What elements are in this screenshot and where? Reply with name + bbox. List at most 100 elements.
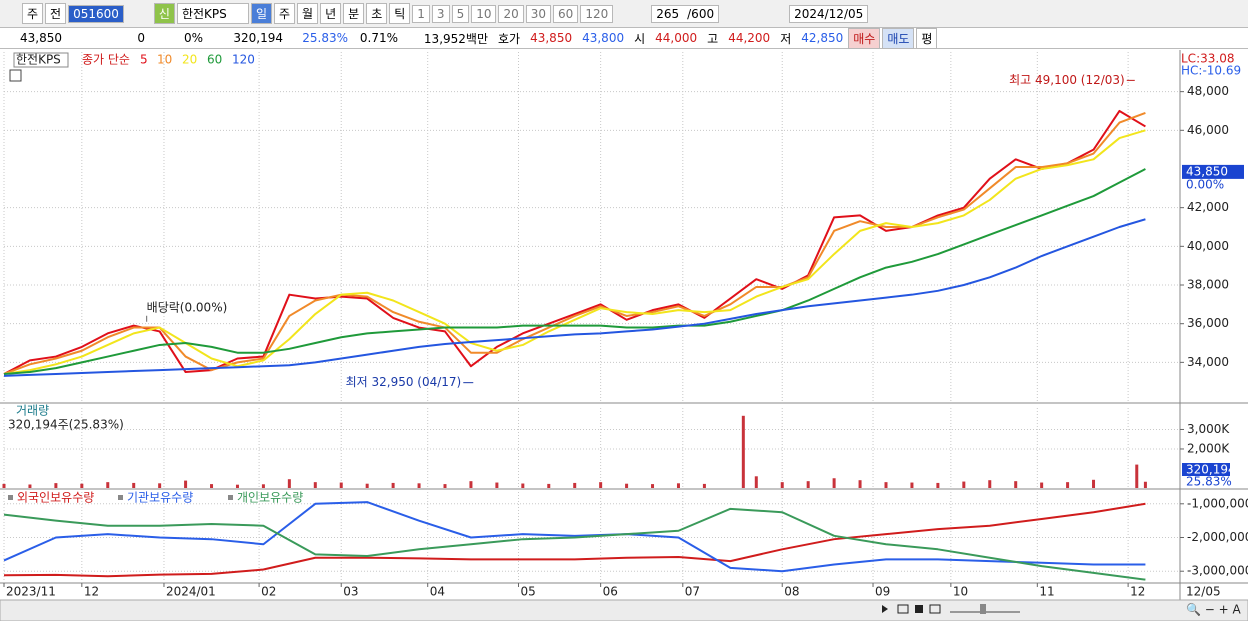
volume-bar: [210, 484, 214, 488]
period-button[interactable]: 월: [297, 3, 319, 24]
legend-entry: 60: [207, 53, 222, 67]
toolbar: 주 전 051600 신 한전KPS 일 주 월 년 분 초 틱 1 3 5 10 20 30 60 120 265/6…: [0, 0, 1248, 28]
y-tick-label: -3,000,000: [1187, 564, 1248, 578]
interval-button[interactable]: 30: [525, 4, 552, 23]
zoom-icon[interactable]: 🔍 − + A: [1186, 602, 1241, 617]
series-line: [3, 129, 1146, 375]
legend-swatch: [228, 495, 233, 500]
bar-count[interactable]: 265: [651, 4, 684, 23]
volume-bar: [521, 483, 525, 488]
volume-bar: [573, 482, 577, 488]
legend-swatch: [8, 495, 13, 500]
annotation: 최고 49,100 (12/03): [1009, 73, 1125, 87]
x-tick-label: 09: [875, 585, 890, 599]
quote-change: 0: [137, 31, 145, 45]
last-value-box: [1182, 164, 1244, 179]
interval-button[interactable]: 20: [498, 4, 524, 23]
volume-bar: [184, 480, 188, 488]
volume-bar: [1135, 464, 1139, 488]
quote-ask: 43,850: [530, 31, 573, 45]
interval-button[interactable]: 10: [471, 4, 497, 23]
y-tick-label: 34,000: [1187, 355, 1229, 369]
volume-bar: [339, 482, 343, 488]
quote-low: 42,850: [801, 31, 844, 45]
series-line: [3, 168, 1146, 375]
period-button[interactable]: 틱: [389, 3, 411, 24]
volume-bar: [2, 483, 6, 488]
quote-open-label: 시: [634, 31, 646, 46]
icon[interactable]: [882, 605, 888, 613]
volume-bar: [780, 482, 784, 488]
volume-bar: [884, 482, 888, 488]
quote-high-label: 고: [707, 31, 719, 46]
icon[interactable]: [929, 604, 941, 614]
quote-low-label: 저: [780, 31, 792, 46]
date-input[interactable]: 2024/12/05: [789, 4, 869, 23]
volume-bar: [1066, 482, 1070, 488]
volume-bar: [547, 483, 551, 488]
volume-bar: [417, 483, 421, 488]
legend-entry: 20: [182, 53, 197, 67]
y-tick-label: 46,000: [1187, 123, 1229, 137]
stock-name[interactable]: 한전KPS: [176, 3, 249, 24]
y-tick-label: 48,000: [1187, 84, 1229, 98]
x-tick-label: 06: [603, 585, 618, 599]
interval-button[interactable]: 3: [431, 4, 450, 23]
legend-entry: 기관보유수량: [127, 491, 193, 505]
slider-thumb[interactable]: [980, 604, 986, 614]
legend-entry: 외국인보유수량: [17, 491, 94, 505]
period-button[interactable]: 일: [250, 3, 272, 24]
mode-select[interactable]: 전: [45, 3, 67, 24]
interval-button[interactable]: 120: [580, 4, 614, 23]
period-button[interactable]: 년: [320, 3, 342, 24]
grid-icon[interactable]: [9, 69, 22, 82]
period-button[interactable]: 주: [274, 3, 296, 24]
quote-bar: 43,850 0 0% 320,194 25.83% 0.71% 13,952백만 호가 43,…: [0, 27, 1248, 49]
volume-bar: [158, 483, 162, 488]
icon[interactable]: [915, 605, 923, 613]
period-button[interactable]: 초: [366, 3, 388, 24]
last-change-label: 0.00%: [1186, 177, 1224, 191]
volume-bar: [1092, 479, 1096, 488]
volume-bar: [132, 482, 136, 488]
volume-bar: [754, 476, 758, 488]
annotation: 최저 32,950 (04/17): [346, 375, 462, 389]
x-tick-label: 10: [953, 585, 968, 599]
y-tick-label: 42,000: [1187, 200, 1229, 214]
series-line: [3, 218, 1146, 377]
interval-button[interactable]: 1: [412, 4, 430, 23]
y-tick-label: 38,000: [1187, 278, 1229, 292]
volume-bar: [106, 482, 110, 488]
icon[interactable]: [897, 604, 909, 614]
volume-bar: [495, 482, 499, 488]
scroll-bar[interactable]: [0, 599, 1248, 621]
bar-max: /600: [683, 4, 720, 23]
y-tick-label: 36,000: [1187, 316, 1229, 330]
quote-open: 44,000: [655, 31, 698, 45]
period-button[interactable]: 분: [343, 3, 365, 24]
badge: 신: [153, 3, 175, 24]
market-select[interactable]: 주: [22, 3, 44, 24]
y-tick-label: -1,000,000: [1187, 496, 1248, 510]
interval-button[interactable]: 5: [451, 4, 470, 23]
series-line: [3, 501, 1146, 573]
buy-button[interactable]: 매수: [848, 27, 881, 49]
stock-code[interactable]: 051600: [68, 4, 124, 23]
x-tick-label: 02: [261, 585, 276, 599]
legend-swatch: [118, 495, 123, 500]
corner-label: LC:33.08: [1181, 52, 1234, 66]
sell-button[interactable]: 매도: [882, 27, 915, 49]
volume-bar: [261, 484, 265, 488]
legend-entry: 10: [157, 53, 172, 67]
volume-bar: [858, 480, 862, 488]
legend-entry: 120: [232, 53, 255, 67]
quote-amount: 13,952백만: [423, 31, 488, 46]
quote-change-pct: 0%: [183, 31, 203, 45]
quote-volume: 320,194: [233, 31, 283, 45]
avg-button[interactable]: 평: [916, 27, 938, 49]
panel-subtitle: 320,194주(25.83%): [8, 418, 124, 432]
interval-button[interactable]: 60: [553, 4, 579, 23]
series-line: [3, 502, 1146, 578]
